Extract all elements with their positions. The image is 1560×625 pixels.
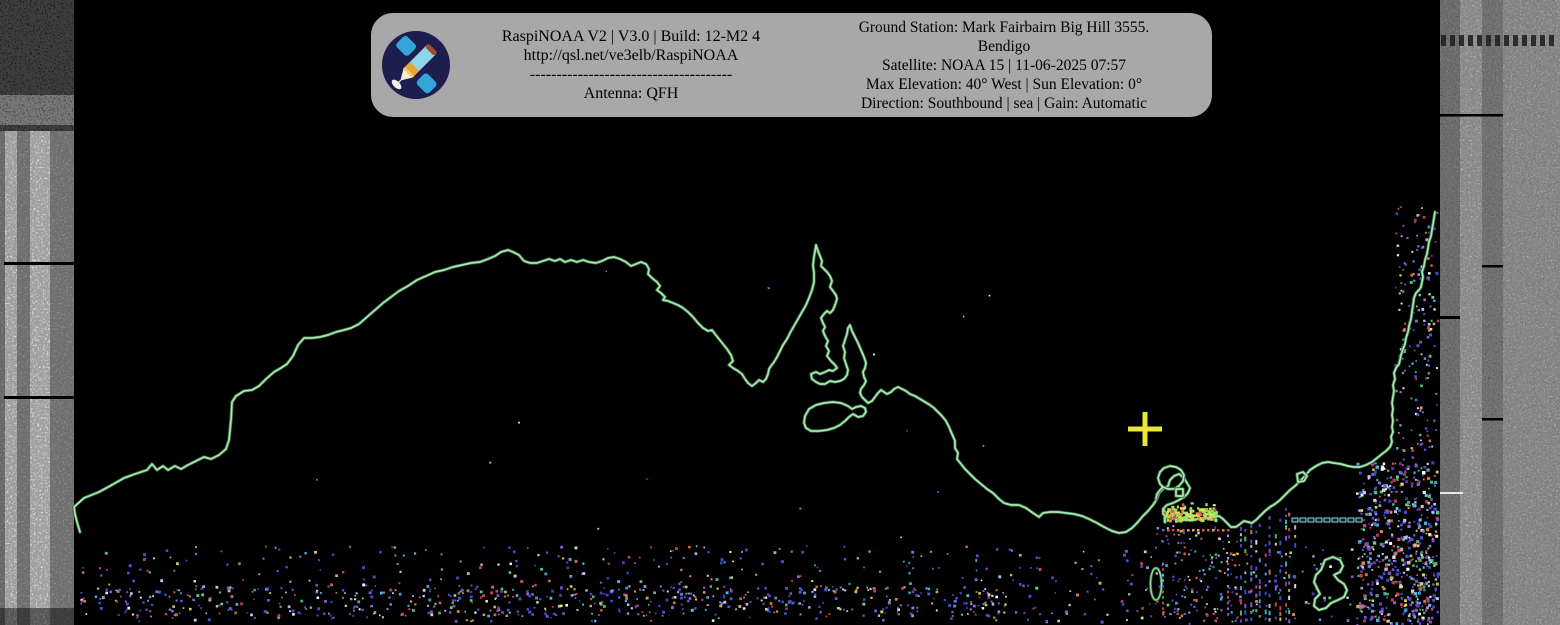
signal-noise-speckles: [80, 206, 1441, 625]
antenna-line: Antenna: QFH: [583, 85, 679, 102]
elevation-line: Max Elevation: 40° West | Sun Elevation:…: [865, 75, 1143, 93]
water-features: [1149, 502, 1363, 616]
satellite-pass-line: Satellite: NOAA 15 | 11-06-2025 07:57: [881, 56, 1127, 74]
station-city-line: Bendigo: [977, 37, 1031, 55]
app-url-line: http://qsl.net/ve3elb/RaspiNOAA: [523, 47, 739, 64]
separator-line: --------------------------------------: [529, 66, 733, 83]
ground-station-line: Ground Station: Mark Fairbairn Big Hill …: [858, 18, 1150, 36]
coastline-overlay: [72, 210, 1437, 612]
satellite-logo-icon: [382, 31, 450, 99]
banner-right-text: Ground Station: Mark Fairbairn Big Hill …: [804, 18, 1212, 113]
telemetry-band-right: [1437, 0, 1560, 625]
direction-gain-line: Direction: Southbound | sea | Gain: Auto…: [860, 94, 1148, 112]
info-banner: RaspiNOAA V2 | V3.0 | Build: 12-M2 4 htt…: [371, 13, 1212, 117]
app-version-line: RaspiNOAA V2 | V3.0 | Build: 12-M2 4: [501, 28, 761, 45]
raspinoaa-logo: [380, 29, 452, 101]
ground-station-marker: [1128, 412, 1162, 446]
telemetry-band-left: [0, 0, 74, 625]
banner-left-text: RaspiNOAA V2 | V3.0 | Build: 12-M2 4 htt…: [452, 27, 804, 103]
